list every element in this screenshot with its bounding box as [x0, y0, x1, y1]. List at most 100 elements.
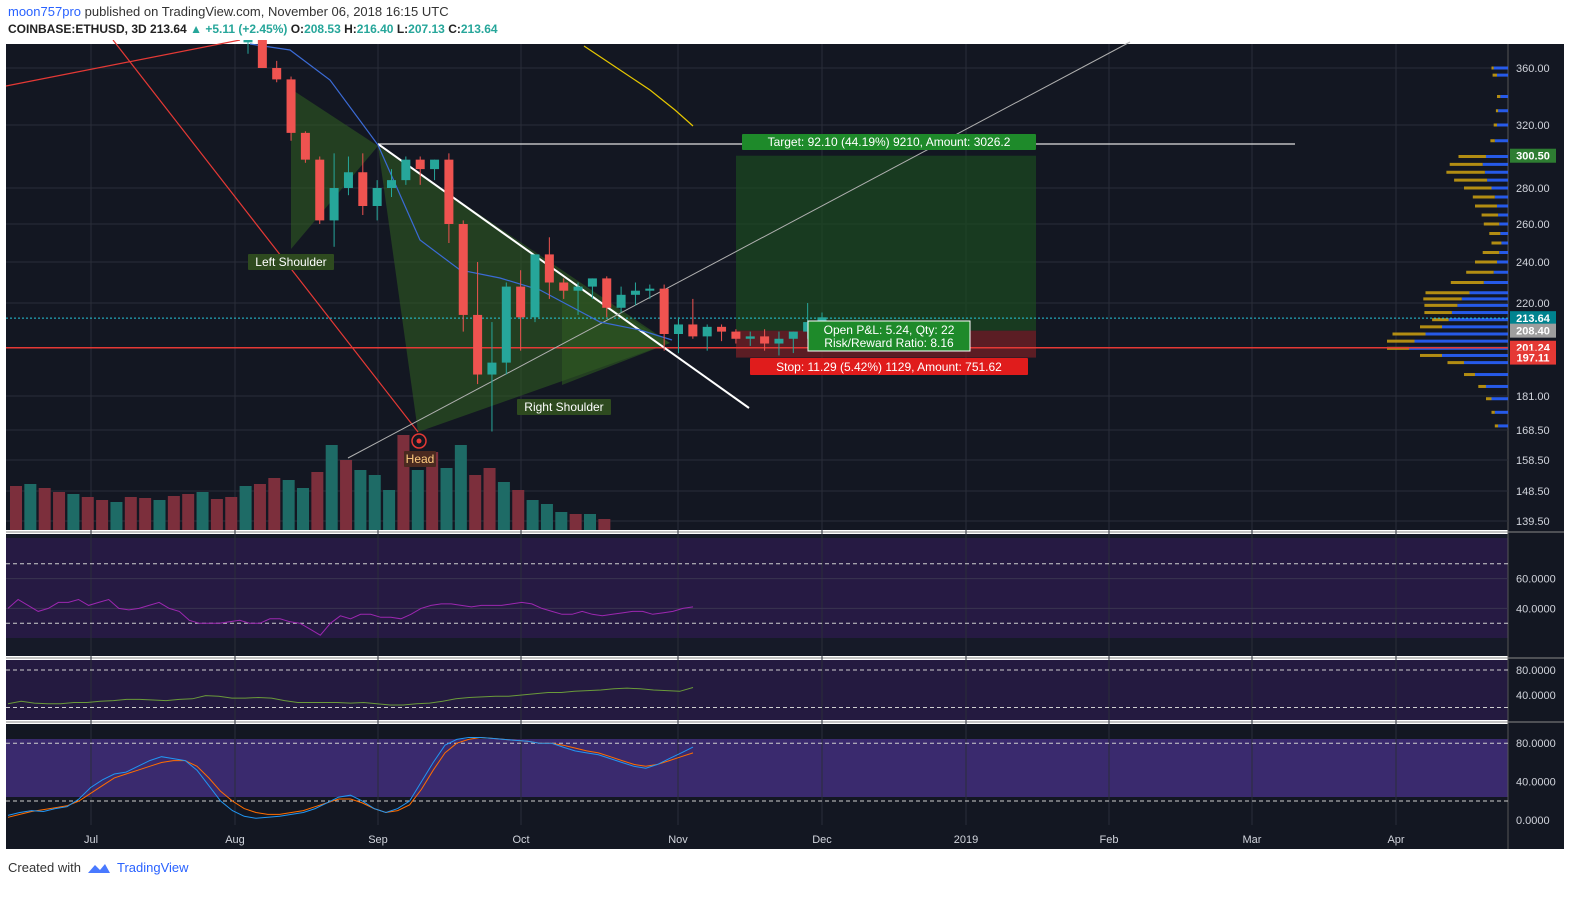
volume-profile-bar-down [1490, 139, 1495, 143]
volume-bar [483, 468, 496, 530]
chart-canvas[interactable]: Jul Aug Sep Oct Nov Dec 2019 Feb Mar Apr 360.00 320… [0, 40, 1592, 850]
right-shoulder-label-bg [517, 399, 611, 415]
candle-body [415, 159, 425, 170]
candle-body [602, 278, 612, 308]
candle-body [717, 326, 727, 332]
stoch-tick-label: 0.0000 [1516, 815, 1550, 827]
rsi-tick-label: 40.0000 [1516, 603, 1556, 615]
candle-body [630, 290, 640, 295]
volume-profile-bar-up [1425, 332, 1508, 336]
rsi-tick-label: 60.0000 [1516, 574, 1556, 586]
volume-profile-bar-up [1483, 281, 1508, 284]
volume-profile-bar-down [1495, 109, 1499, 113]
volume-bar [411, 470, 424, 530]
volume-profile-bar-up [1493, 270, 1508, 274]
candle-body [257, 40, 267, 68]
volume-profile-bar-up [1501, 241, 1508, 245]
publish-info: moon757pro published on TradingView.com,… [8, 4, 449, 19]
adx-tick-label: 40.0000 [1516, 690, 1556, 702]
volume-profile-bar-down [1424, 311, 1452, 315]
volume-bar [368, 475, 381, 530]
time-tick-label: 2019 [954, 834, 978, 846]
volume-profile-bar-down [1481, 213, 1499, 217]
up-arrow-icon: ▲ [190, 22, 202, 36]
volume-bar [325, 445, 338, 530]
low-label: L: [396, 22, 409, 36]
volume-bar [282, 480, 295, 530]
volume-profile-bar-down [1491, 241, 1502, 245]
candle-body [788, 331, 798, 339]
volume-profile-bar-up [1494, 139, 1508, 143]
candle-body [487, 362, 497, 375]
risk-reward-label: Risk/Reward Ratio: 8.16 [824, 336, 954, 350]
volume-profile-bar-down [1446, 170, 1485, 174]
candle-body [702, 326, 712, 337]
volume-profile-bar-down [1424, 303, 1458, 307]
pnl-label: Open P&L: 5.24, Qty: 22 [824, 323, 955, 337]
price-label-bg [1510, 148, 1556, 163]
last-price: 213.64 [150, 22, 187, 36]
candle-body [745, 336, 755, 339]
time-tick-label: Mar [1243, 834, 1262, 846]
candle-body [329, 188, 339, 221]
adx-line [7, 687, 694, 706]
price-tick-label: 260.00 [1516, 219, 1550, 231]
candle-body [401, 159, 411, 181]
low-value: 207.13 [408, 22, 445, 36]
price-tick-label: 220.00 [1516, 298, 1550, 310]
stoch-d-line [7, 736, 694, 818]
candle-body [516, 286, 526, 318]
volume-profile-bar-down [1420, 353, 1442, 357]
volume-profile-bar-down [1493, 123, 1497, 127]
stoch-k-line [7, 737, 694, 819]
volume-profile-bar-up [1499, 222, 1508, 226]
volume-profile-bar-up [1494, 410, 1508, 414]
volume-bar [354, 470, 367, 530]
volume-profile-bar-up [1497, 123, 1508, 127]
candle-body [688, 324, 698, 337]
volume-bar [38, 488, 51, 530]
stoch-band [6, 739, 1508, 797]
volume-profile-bar-down [1450, 281, 1484, 284]
volume-profile-bar-up [1486, 155, 1508, 158]
red-trendline [5, 40, 241, 87]
tradingview-logo-icon [87, 863, 110, 873]
price-tick-label: 148.50 [1516, 486, 1550, 498]
head-marker-icon [411, 433, 427, 449]
volume-profile-bar-up [1497, 73, 1508, 77]
red-trendline [112, 40, 419, 433]
candle-body [544, 254, 554, 283]
volume-bar [454, 445, 467, 530]
close-label: C: [448, 22, 461, 36]
candle-body [358, 172, 368, 206]
stoch-tick-label: 40.0000 [1516, 777, 1556, 789]
candle-body [659, 288, 669, 334]
volume-bar [96, 500, 109, 530]
price-axis-bg [1508, 44, 1564, 849]
volume-bar [124, 497, 137, 530]
candle-body [530, 254, 540, 318]
price-label: 208.40 [1516, 326, 1550, 338]
author-link[interactable]: moon757pro [8, 4, 81, 19]
volume-bar [340, 460, 353, 530]
volume-bar [469, 475, 482, 530]
volume-profile-bar-down [1494, 424, 1499, 428]
volume-bar [540, 504, 553, 530]
candle-body [473, 314, 483, 375]
volume-profile-bar-up [1493, 66, 1508, 70]
candle-body [616, 294, 626, 308]
volume-profile-bar-up [1498, 213, 1508, 217]
footer: Created with TradingView [8, 860, 189, 875]
volume-profile-bar-up [1451, 311, 1508, 315]
price-tick-label: 168.50 [1516, 425, 1550, 437]
price-label: 300.50 [1516, 151, 1550, 163]
volume-profile-bar-down [1420, 325, 1442, 329]
volume-bar [512, 490, 525, 530]
volume-profile-bar-down [1472, 195, 1495, 199]
volume-profile-bar-up [1500, 95, 1508, 98]
volume-profile-bar-up [1484, 170, 1508, 174]
moving-average-yellow [583, 45, 694, 127]
tradingview-link[interactable]: TradingView [116, 860, 189, 875]
symbol-info: COINBASE:ETHUSD, 3D 213.64 ▲ +5.11 (+2.4… [8, 22, 498, 36]
price-label: 213.64 [1516, 313, 1551, 325]
